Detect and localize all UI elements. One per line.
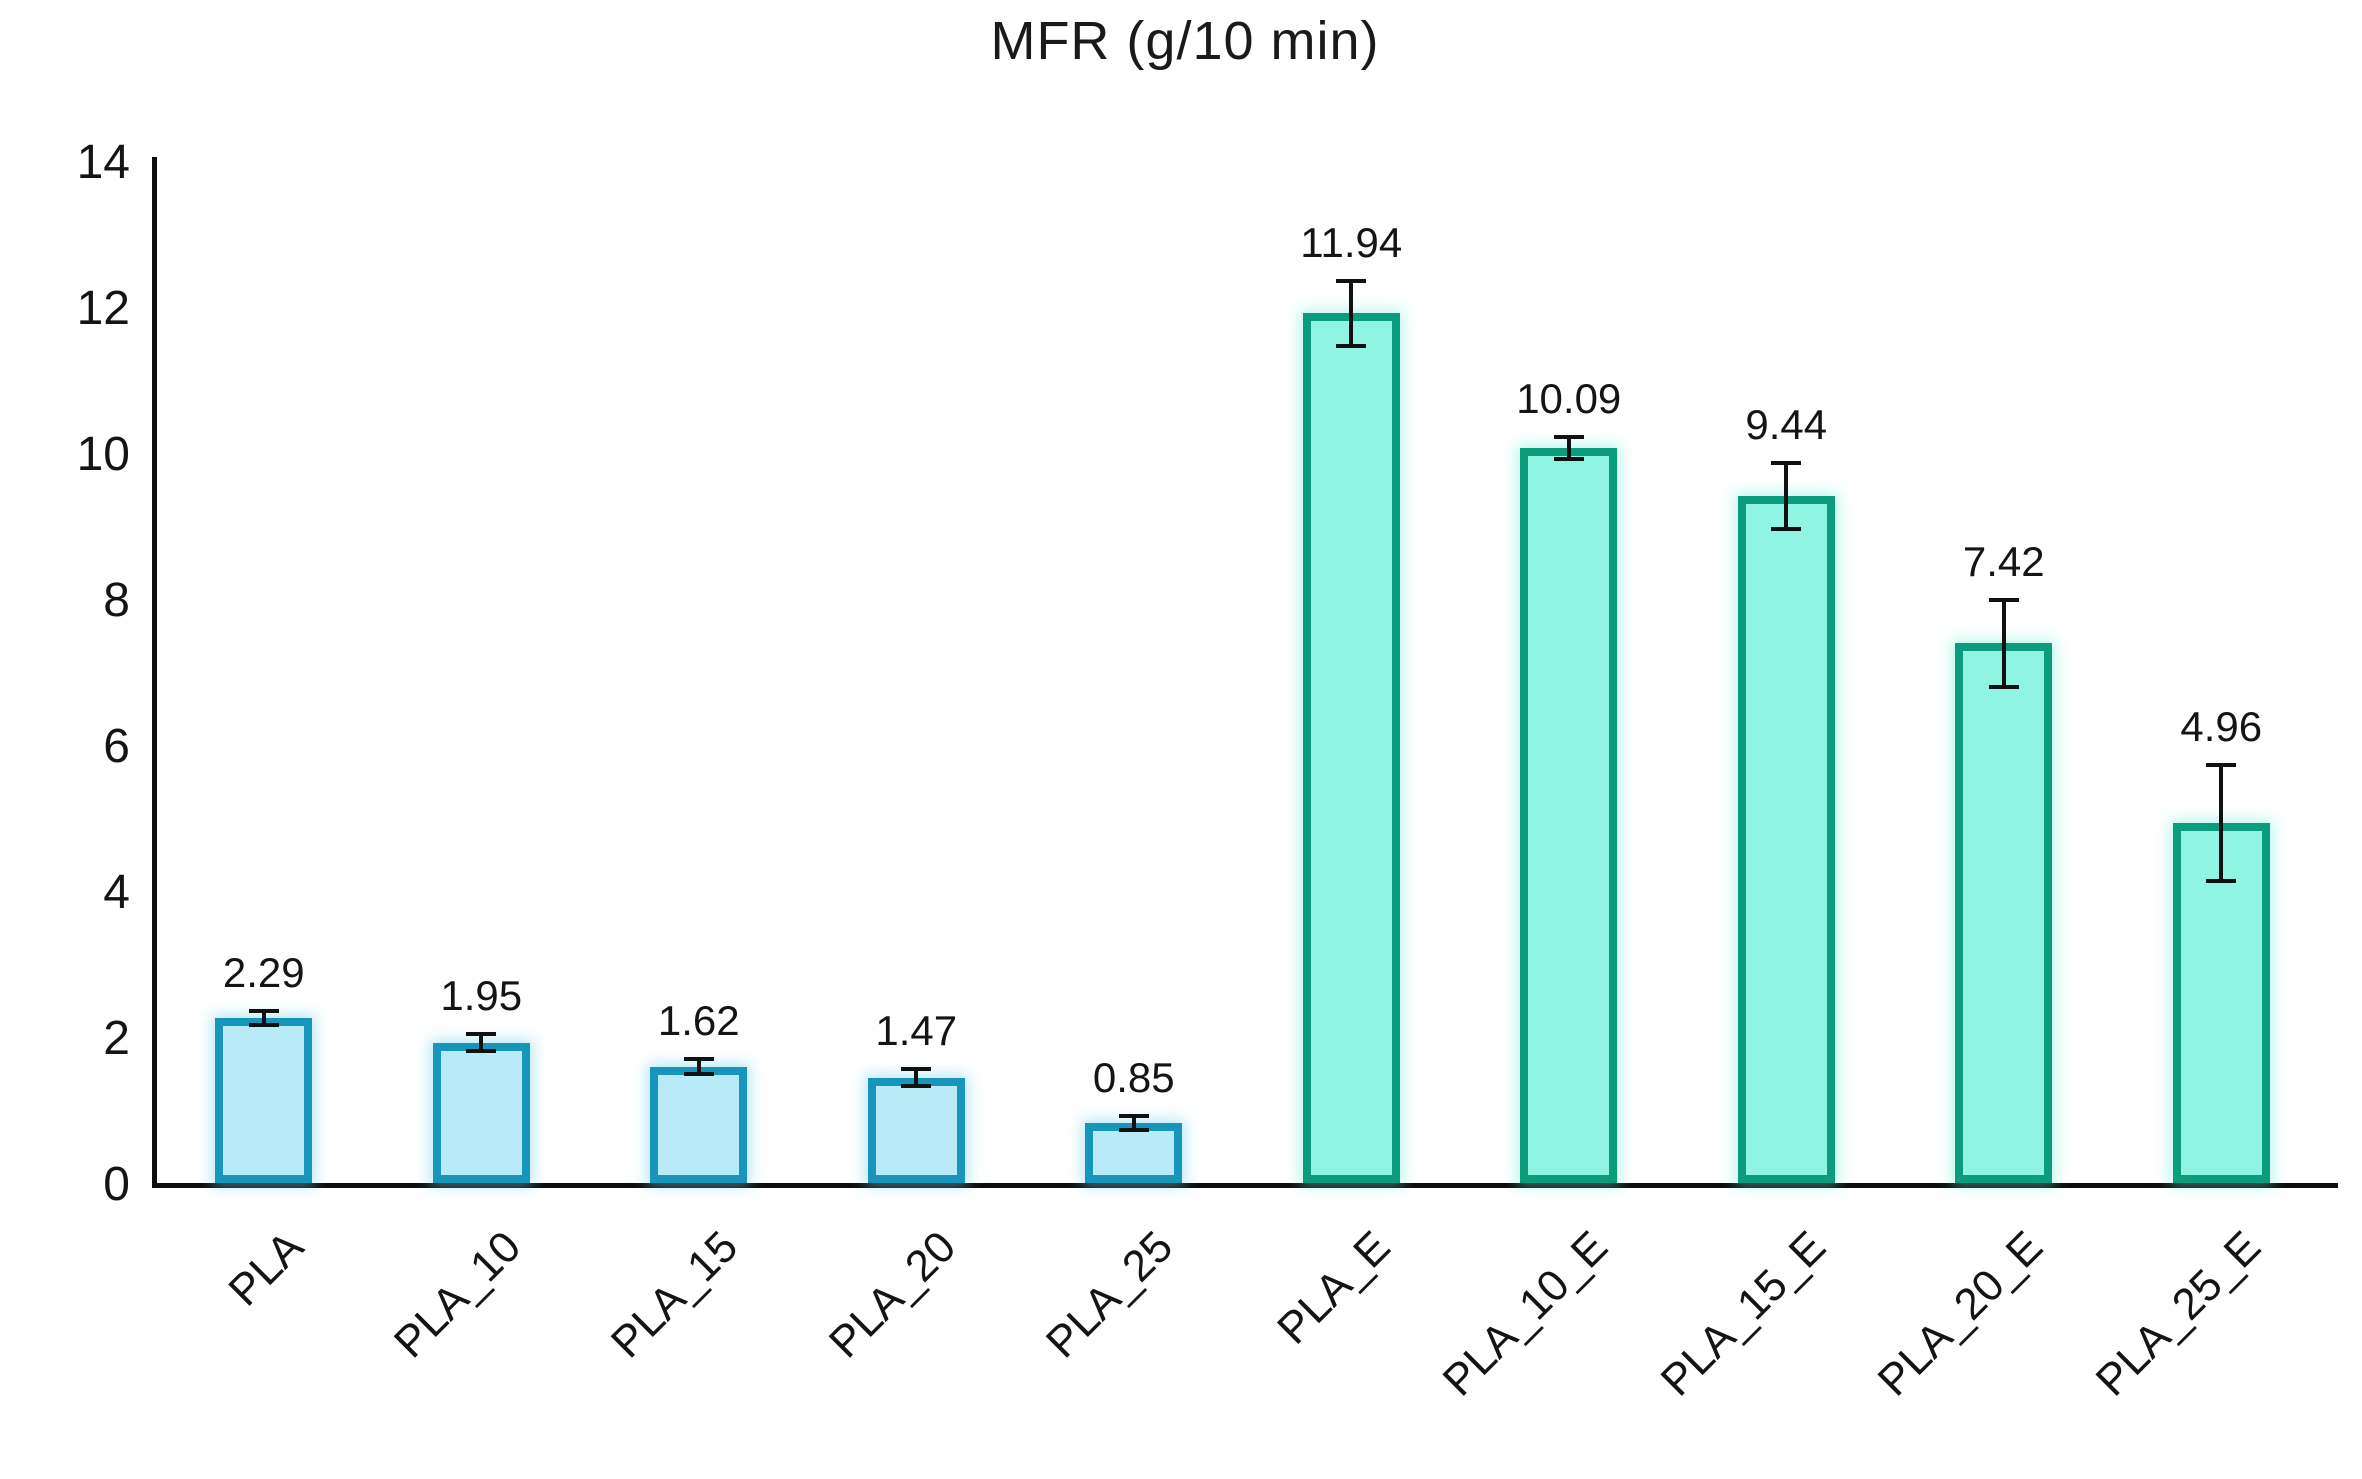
bar-PLA_20_E xyxy=(1955,643,2053,1183)
error-bar-cap xyxy=(901,1084,932,1089)
x-tick-label-PLA_25: PLA_25 xyxy=(1037,1222,1183,1368)
x-tick-label-PLA_10_E: PLA_10_E xyxy=(1433,1222,1618,1406)
y-tick-label: 14 xyxy=(76,136,130,189)
error-bar-line xyxy=(2219,764,2224,882)
error-bar-cap xyxy=(2206,762,2237,767)
data-label-PLA_25: 0.85 xyxy=(1092,1053,1175,1101)
data-label-PLA_20_E: 7.42 xyxy=(1962,537,2045,585)
bar-PLA_E xyxy=(1302,313,1400,1183)
error-bar-cap xyxy=(466,1049,497,1054)
y-tick-label: 6 xyxy=(103,720,130,773)
x-tick-label-PLA_E: PLA_E xyxy=(1268,1222,1400,1354)
error-bar-cap xyxy=(466,1031,497,1036)
data-label-PLA_15_E: 9.44 xyxy=(1745,401,1828,449)
error-bar-cap xyxy=(1118,1113,1149,1118)
bar-PLA_10_E xyxy=(1520,448,1618,1183)
x-tick-label-PLA_25_E: PLA_25_E xyxy=(2086,1222,2270,1406)
data-label-PLA_15: 1.62 xyxy=(657,997,740,1045)
error-bar-line xyxy=(1349,280,1354,347)
x-tick-label-PLA_10: PLA_10 xyxy=(384,1222,530,1368)
error-bar-cap xyxy=(1771,526,1802,531)
y-axis-line xyxy=(152,157,157,1187)
bar-PLA xyxy=(215,1017,313,1183)
data-label-PLA_20: 1.47 xyxy=(875,1006,958,1054)
data-label-PLA_25_E: 4.96 xyxy=(2180,702,2263,750)
x-axis-line xyxy=(152,1183,2338,1188)
error-bar-cap xyxy=(1336,344,1367,349)
error-bar-cap xyxy=(248,1023,279,1028)
y-tick-label: 12 xyxy=(76,282,130,335)
error-bar-line xyxy=(696,1059,701,1075)
error-bar-cap xyxy=(1988,597,2019,602)
error-bar-line xyxy=(261,1010,266,1026)
bar-PLA_15_E xyxy=(1737,495,1835,1183)
error-bar-cap xyxy=(1553,435,1584,440)
error-bar-cap xyxy=(1553,457,1584,462)
x-tick-label-PLA_20: PLA_20 xyxy=(819,1222,965,1368)
data-label-PLA_E: 11.94 xyxy=(1300,218,1403,266)
error-bar-line xyxy=(2001,599,2006,688)
data-label-PLA_10: 1.95 xyxy=(440,971,523,1019)
chart-title: MFR (g/10 min) xyxy=(990,11,1380,71)
error-bar-cap xyxy=(2206,879,2237,884)
y-tick-label: 2 xyxy=(103,1012,130,1065)
error-bar-cap xyxy=(683,1057,714,1062)
error-bar-cap xyxy=(1988,685,2019,690)
error-bar-cap xyxy=(1336,278,1367,283)
x-tick-label-PLA: PLA xyxy=(218,1222,313,1316)
error-bar-cap xyxy=(901,1066,932,1071)
y-tick-label: 10 xyxy=(76,428,130,481)
x-tick-label-PLA_15: PLA_15 xyxy=(602,1222,748,1368)
error-bar-cap xyxy=(248,1008,279,1013)
error-bar-cap xyxy=(683,1072,714,1077)
x-tick-label-PLA_20_E: PLA_20_E xyxy=(1868,1222,2053,1406)
error-bar-line xyxy=(1784,463,1789,529)
x-tick-label-PLA_15_E: PLA_15_E xyxy=(1651,1222,1835,1406)
error-bar-line xyxy=(914,1068,919,1087)
error-bar-line xyxy=(1566,437,1571,460)
bar-PLA_10 xyxy=(432,1042,530,1183)
data-label-PLA: 2.29 xyxy=(222,948,305,996)
y-tick-label: 4 xyxy=(103,866,130,919)
bar-PLA_15 xyxy=(650,1066,748,1183)
error-bar-line xyxy=(479,1033,484,1052)
data-label-PLA_10_E: 10.09 xyxy=(1516,375,1622,423)
bar-PLA_20 xyxy=(867,1077,965,1183)
y-tick-label: 0 xyxy=(103,1158,130,1211)
y-tick-label: 8 xyxy=(103,574,130,627)
error-bar-cap xyxy=(1118,1128,1149,1133)
error-bar-cap xyxy=(1771,461,1802,466)
error-bar-line xyxy=(1131,1115,1136,1131)
